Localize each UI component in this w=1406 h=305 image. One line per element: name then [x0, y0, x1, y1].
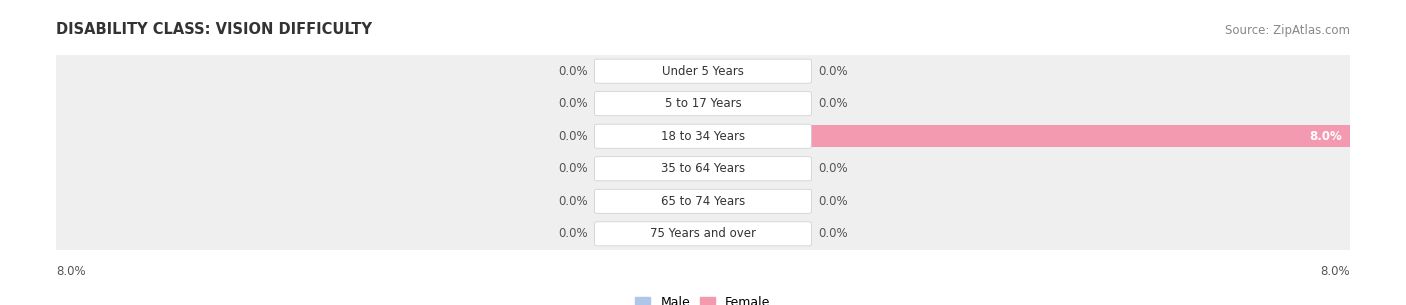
FancyBboxPatch shape [595, 222, 811, 246]
Bar [693, 190, 703, 212]
Text: 65 to 74 Years: 65 to 74 Years [661, 195, 745, 208]
Text: 0.0%: 0.0% [558, 162, 588, 175]
Text: 8.0%: 8.0% [1309, 130, 1341, 143]
Text: 8.0%: 8.0% [56, 265, 86, 278]
Text: 0.0%: 0.0% [818, 97, 848, 110]
FancyBboxPatch shape [595, 59, 811, 83]
Bar [703, 223, 713, 245]
Text: 0.0%: 0.0% [558, 97, 588, 110]
Text: 0.0%: 0.0% [818, 162, 848, 175]
Text: 0.0%: 0.0% [558, 195, 588, 208]
Bar [56, 55, 1350, 88]
Text: 18 to 34 Years: 18 to 34 Years [661, 130, 745, 143]
FancyBboxPatch shape [595, 92, 811, 116]
Text: 8.0%: 8.0% [1320, 265, 1350, 278]
Bar [703, 158, 713, 180]
Bar [703, 190, 713, 212]
FancyBboxPatch shape [595, 189, 811, 213]
Bar [693, 158, 703, 180]
Bar [703, 93, 713, 115]
Text: DISABILITY CLASS: VISION DIFFICULTY: DISABILITY CLASS: VISION DIFFICULTY [56, 22, 373, 37]
Bar [693, 125, 703, 147]
FancyBboxPatch shape [595, 124, 811, 148]
Bar [693, 93, 703, 115]
Text: 0.0%: 0.0% [818, 65, 848, 78]
Text: 0.0%: 0.0% [558, 130, 588, 143]
Text: 35 to 64 Years: 35 to 64 Years [661, 162, 745, 175]
Text: 0.0%: 0.0% [558, 65, 588, 78]
Text: 0.0%: 0.0% [558, 227, 588, 240]
Bar [703, 125, 1350, 147]
Text: 0.0%: 0.0% [818, 227, 848, 240]
Text: Source: ZipAtlas.com: Source: ZipAtlas.com [1225, 24, 1350, 37]
Text: 75 Years and over: 75 Years and over [650, 227, 756, 240]
Text: Under 5 Years: Under 5 Years [662, 65, 744, 78]
Bar [56, 185, 1350, 217]
Bar [693, 60, 703, 82]
Bar [56, 88, 1350, 120]
Text: 5 to 17 Years: 5 to 17 Years [665, 97, 741, 110]
Text: 0.0%: 0.0% [818, 195, 848, 208]
FancyBboxPatch shape [595, 157, 811, 181]
Bar [693, 223, 703, 245]
Bar [56, 152, 1350, 185]
Bar [56, 120, 1350, 152]
Legend: Male, Female: Male, Female [630, 292, 776, 305]
Bar [703, 60, 713, 82]
Bar [56, 217, 1350, 250]
